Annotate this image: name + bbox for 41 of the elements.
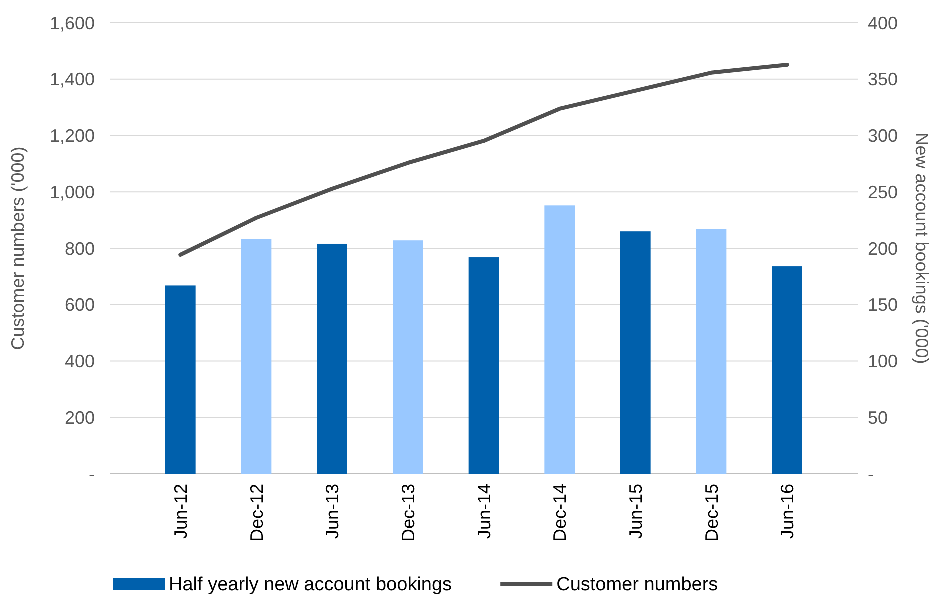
x-tick-label: Dec-13	[398, 484, 418, 542]
legend-label: Customer numbers	[556, 574, 718, 596]
y2-tick-label: 300	[868, 126, 898, 146]
bar	[544, 206, 575, 474]
y2-axis-title: New account bookings ('000)	[912, 132, 932, 364]
y2-tick-label: 200	[868, 238, 898, 259]
y-tick-label: 600	[64, 295, 95, 316]
y2-tick-label: 50	[868, 408, 888, 428]
line-series	[178, 63, 790, 257]
bar	[696, 229, 727, 474]
x-tick-label: Dec-15	[702, 484, 722, 542]
y-tick-label: 1,000	[50, 182, 95, 202]
bar	[393, 240, 424, 474]
y-tick-label: 1,200	[50, 126, 95, 146]
bar	[620, 232, 651, 474]
y2-tick-label: 150	[868, 295, 898, 316]
y-axis-title: Customer numbers ('000)	[8, 146, 28, 350]
y2-tick-label: -	[868, 464, 874, 484]
y2-tick-label: 250	[868, 182, 898, 202]
y-tick-label: 800	[64, 238, 95, 259]
x-tick-label: Jun-12	[170, 484, 191, 540]
x-tick-label: Jun-15	[626, 484, 646, 540]
x-tick-label: Dec-14	[550, 484, 570, 542]
y-tick-label: -	[89, 464, 95, 484]
y-tick-label: 200	[64, 408, 95, 428]
x-tick-label: Jun-13	[322, 484, 343, 540]
x-tick-label: Dec-12	[246, 484, 267, 542]
y2-tick-label: 400	[868, 13, 898, 34]
bar	[166, 286, 196, 474]
x-tick-label: Jun-14	[474, 484, 494, 540]
y-tick-label: 1,400	[50, 70, 95, 90]
x-tick-label: Jun-16	[778, 484, 798, 540]
y-tick-label: 1,600	[50, 13, 95, 34]
bar	[317, 244, 348, 474]
y-tick-label: 400	[64, 352, 95, 372]
legend-label: Half yearly new account bookings	[169, 574, 452, 596]
bar	[241, 239, 272, 474]
y2-tick-label: 100	[868, 352, 898, 372]
bar	[468, 258, 500, 474]
bar	[772, 266, 802, 474]
y2-tick-label: 350	[868, 70, 898, 90]
